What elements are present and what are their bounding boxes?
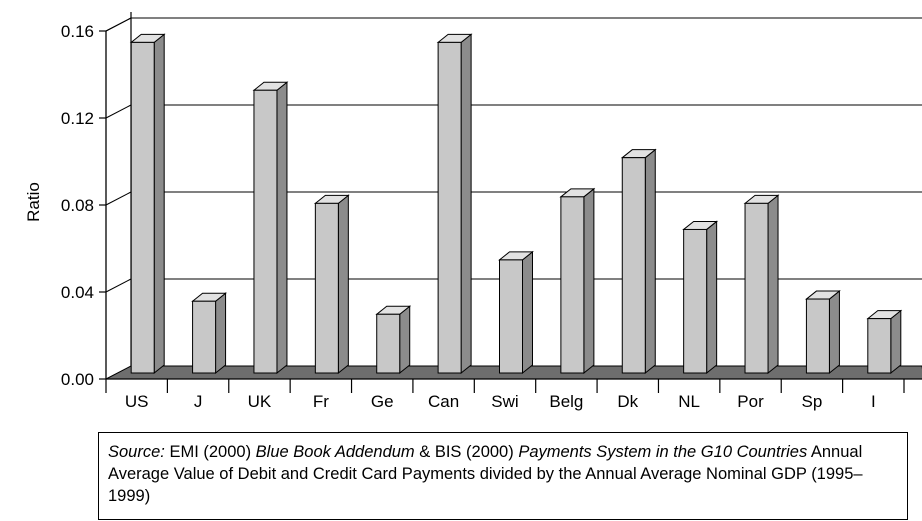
bar-front [130, 41, 155, 374]
gridline-side [105, 191, 132, 206]
bar-belg [559, 187, 596, 375]
category-label-uk: UK [248, 392, 272, 411]
y-tick-label: 0.00 [61, 370, 94, 389]
gridline-side [105, 104, 132, 119]
bar-front [437, 41, 462, 374]
bar-j [191, 292, 228, 375]
source-title-1: Blue Book Addendum [255, 443, 415, 461]
axes [99, 17, 922, 393]
bar-ge [375, 305, 412, 375]
category-label-swi: Swi [491, 392, 518, 411]
bar-can [436, 33, 473, 375]
bar-side [890, 309, 902, 375]
bar-front [192, 300, 217, 374]
bar-side [153, 33, 165, 375]
bar-swi [498, 250, 534, 375]
category-label-j: J [194, 392, 203, 411]
bars [129, 33, 903, 375]
bar-front [805, 298, 830, 374]
y-axis-top-edge [105, 17, 132, 32]
y-axis-title: Ratio [24, 182, 43, 222]
y-tick-label: 0.16 [61, 22, 94, 41]
source-note: Source: EMI (2000) Blue Book Addendum & … [98, 432, 908, 520]
category-label-por: Por [737, 392, 764, 411]
bar-nl [682, 220, 719, 375]
source-title-2: Payments System in the G10 Countries [518, 443, 808, 461]
bar-front [253, 89, 278, 374]
category-label-belg: Belg [549, 392, 583, 411]
bar-sp [804, 290, 841, 375]
bar-por [743, 194, 780, 375]
bar-side [522, 250, 533, 375]
bar-side [276, 81, 288, 375]
bar-front [621, 157, 646, 374]
bar-uk [252, 81, 289, 375]
category-labels: US J UK Fr Ge Can Swi Belg Dk NL Por Sp I [125, 392, 876, 411]
bar-side [767, 194, 779, 375]
category-label-ge: Ge [371, 392, 394, 411]
category-label-sp: Sp [802, 392, 823, 411]
bar-side [644, 148, 656, 375]
bar-chart: 0.00 0.04 0.08 0.12 0.16 US J UK Fr Ge Can Swi Belg… [24, 12, 922, 411]
source-text-2: & BIS (2000) [414, 443, 519, 461]
bar-front [683, 228, 708, 374]
bar-side [399, 305, 411, 375]
bar-side [460, 33, 472, 375]
bar-side [583, 187, 595, 375]
bar-front [499, 259, 523, 374]
y-tick-label: 0.04 [61, 283, 94, 302]
bar-side [337, 194, 349, 375]
bar-dk [620, 148, 657, 375]
bar-us [129, 33, 166, 375]
gridline-side [105, 278, 132, 293]
y-tick-labels: 0.00 0.04 0.08 0.12 0.16 [61, 22, 94, 389]
category-label-us: US [125, 392, 149, 411]
y-tick-label: 0.08 [61, 196, 94, 215]
source-label: Source: [108, 443, 165, 461]
category-label-nl: NL [678, 392, 700, 411]
bar-i [866, 309, 903, 375]
bar-front [744, 202, 769, 374]
bar-front [376, 313, 401, 374]
source-text-3: Annual Average Value of Debit and Credit… [108, 443, 863, 505]
y-tick-label: 0.12 [61, 109, 94, 128]
bar-side [215, 292, 227, 375]
bar-front [314, 202, 339, 374]
bar-fr [313, 194, 350, 375]
category-label-can: Can [428, 392, 459, 411]
bar-front [560, 196, 585, 374]
bar-side [828, 290, 840, 375]
bar-front [867, 318, 892, 374]
category-label-dk: Dk [617, 392, 638, 411]
category-label-fr: Fr [313, 392, 329, 411]
category-label-i: I [871, 392, 876, 411]
source-text-1: EMI (2000) [164, 443, 256, 461]
bar-side [706, 220, 718, 375]
